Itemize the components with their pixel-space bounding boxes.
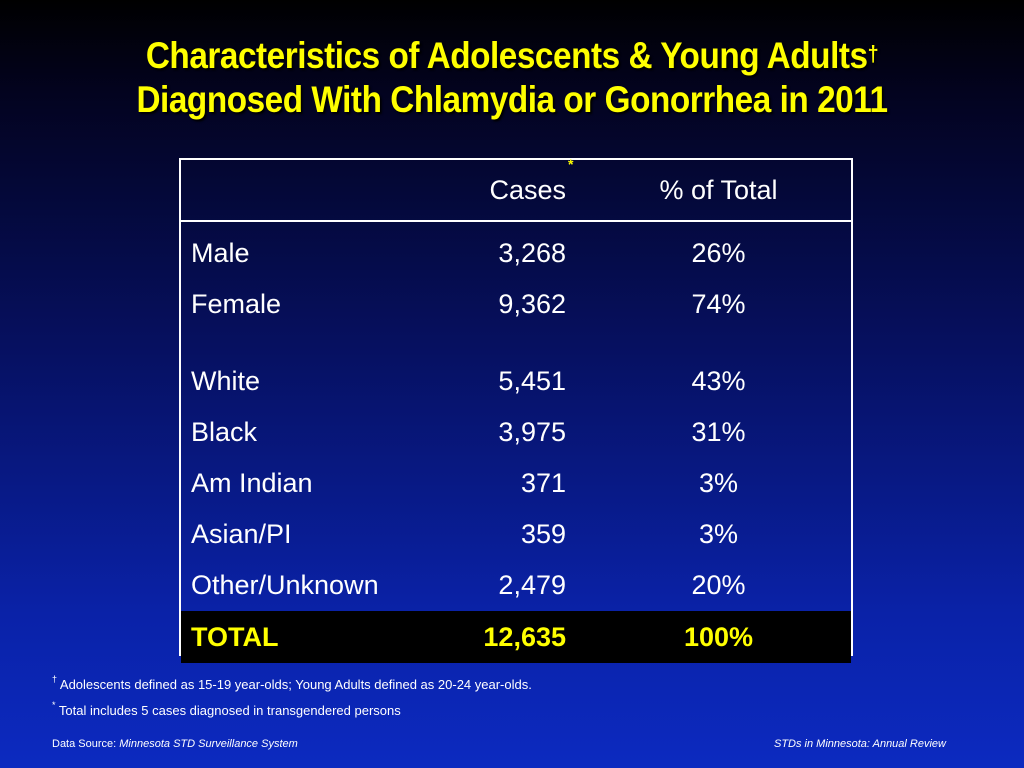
data-source-name: Minnesota STD Surveillance System: [119, 738, 298, 750]
footnote-definition-text: Adolescents defined as 15-19 year-olds; …: [57, 677, 532, 692]
total-asterisk-mark: *: [568, 156, 574, 172]
data-source: Data Source: Minnesota STD Surveillance …: [52, 738, 298, 750]
row-cases: 371: [520, 468, 566, 498]
row-label: Asian/PI: [191, 519, 292, 549]
row-label: Other/Unknown: [191, 570, 379, 600]
row-label: Male: [191, 238, 250, 268]
table-total-row: TOTAL 12,635 * 100%: [181, 156, 851, 663]
total-cases-value: 12,635: [483, 621, 566, 652]
footnote-total-text: Total includes 5 cases diagnosed in tran…: [55, 703, 401, 718]
publication-name: STDs in Minnesota: Annual Review: [773, 738, 946, 750]
footnote-definition: † Adolescents defined as 15-19 year-olds…: [52, 674, 532, 692]
table-row: Male 3,268 26%: [181, 221, 851, 279]
row-cases: 3,268: [498, 238, 566, 268]
row-pct: 3%: [698, 468, 739, 498]
footnote-total: * Total includes 5 cases diagnosed in tr…: [52, 700, 401, 718]
table-row: Black 3,975 31%: [181, 407, 851, 458]
title-line-1: Characteristics of Adolescents & Young A…: [51, 34, 973, 78]
row-pct: 20%: [691, 570, 746, 600]
table-row: Other/Unknown 2,479 20%: [181, 560, 851, 611]
row-pct: 43%: [691, 366, 746, 396]
header-label: [181, 160, 446, 222]
data-table: Cases % of Total Male 3,268 26% Female 9…: [181, 156, 851, 663]
row-cases: 3,975: [498, 417, 566, 447]
row-pct: 3%: [698, 519, 739, 549]
footnote-asterisk-mark: *: [52, 700, 56, 710]
row-label: White: [191, 366, 261, 396]
row-pct: 26%: [691, 238, 746, 268]
row-label: Am Indian: [191, 468, 313, 498]
header-pct: % of Total: [566, 160, 851, 222]
table-header-row: Cases % of Total: [181, 160, 851, 222]
row-cases: 2,479: [498, 570, 566, 600]
slide-title: Characteristics of Adolescents & Young A…: [51, 34, 973, 122]
row-cases: 9,362: [498, 289, 566, 319]
total-pct: 100%: [566, 611, 851, 663]
table-row: Asian/PI 359 3%: [181, 509, 851, 560]
row-pct: 74%: [691, 289, 746, 319]
title-dagger-mark: †: [867, 41, 879, 66]
row-pct: 31%: [691, 417, 746, 447]
footnote-dagger-mark: †: [52, 674, 58, 684]
table-spacer-row: [181, 330, 851, 356]
total-cases: 12,635 *: [446, 156, 573, 663]
table-row: Female 9,362 74%: [181, 279, 851, 330]
row-cases: 5,451: [498, 366, 566, 396]
characteristics-table: Cases % of Total Male 3,268 26% Female 9…: [179, 156, 853, 663]
total-label: TOTAL: [181, 611, 446, 663]
table-row: White 5,451 43%: [181, 356, 851, 407]
title-line-1-text: Characteristics of Adolescents & Young A…: [145, 35, 868, 76]
data-source-prefix: Data Source:: [52, 738, 120, 750]
title-line-2: Diagnosed With Chlamydia or Gonorrhea in…: [136, 79, 888, 120]
row-cases: 359: [520, 519, 566, 549]
row-label: Black: [191, 417, 258, 447]
row-label: Female: [191, 289, 282, 319]
header-cases: Cases: [446, 160, 566, 222]
table-row: Am Indian 371 3%: [181, 458, 851, 509]
